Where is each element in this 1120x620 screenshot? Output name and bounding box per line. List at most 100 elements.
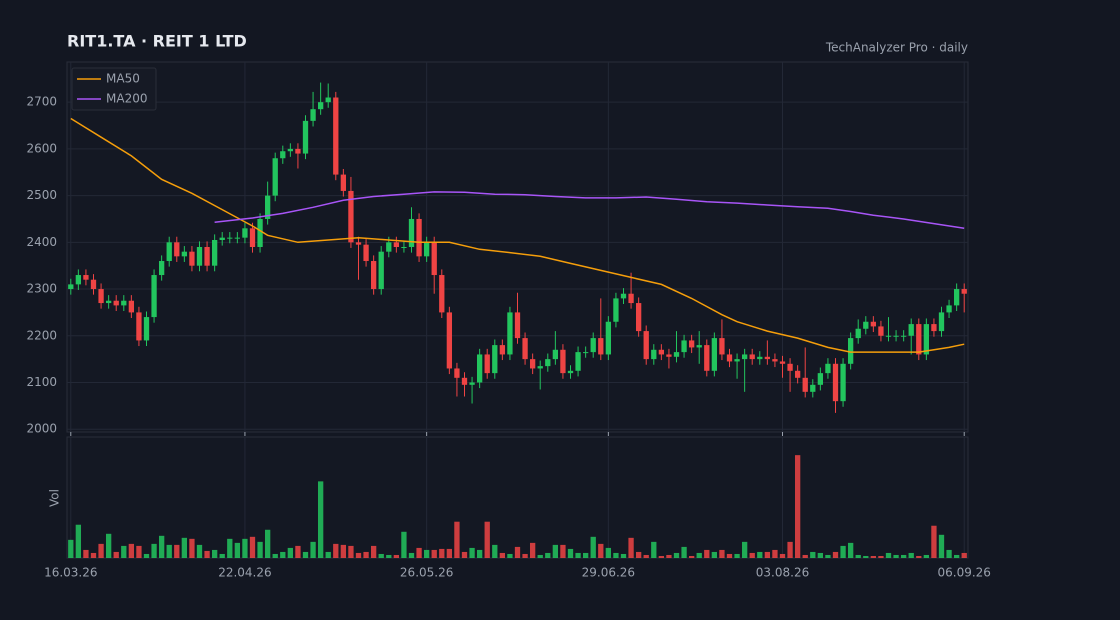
candle-body: [143, 317, 150, 341]
candle-body: [189, 251, 195, 266]
candle-body: [741, 354, 748, 360]
candle-body: [90, 279, 97, 290]
volume-bar: [635, 551, 642, 558]
volume-bar: [711, 551, 718, 558]
candle-body: [492, 345, 498, 374]
volume-bar: [810, 551, 816, 558]
y-tick-label: 2200: [26, 328, 57, 342]
volume-bar: [507, 553, 513, 558]
volume-bar: [575, 552, 581, 558]
volume-bar: [560, 544, 566, 558]
candle-body: [711, 338, 718, 371]
candle-body: [378, 251, 384, 290]
x-tick-label: 03.08.26: [756, 566, 809, 580]
x-tick-label: 06.09.26: [937, 566, 990, 580]
candle-body: [863, 321, 869, 329]
candle-body: [363, 244, 369, 262]
volume-bar: [257, 541, 263, 558]
volume-bar: [741, 541, 748, 558]
volume-bar: [779, 553, 786, 558]
candle-body: [158, 261, 165, 276]
candle-body: [174, 242, 180, 257]
volume-bar: [817, 552, 824, 558]
volume-bar: [787, 541, 793, 558]
candle-body: [317, 102, 324, 110]
volume-bar: [628, 537, 634, 558]
volume-bar: [900, 554, 907, 558]
candle-body: [847, 338, 854, 364]
volume-bar: [416, 547, 422, 558]
candle-body: [302, 120, 309, 154]
volume-bar: [719, 549, 725, 558]
volume-panel: [66, 436, 969, 559]
volume-bar: [446, 548, 453, 558]
volume-bar: [757, 551, 763, 558]
x-tick-label: 29.06.26: [582, 566, 635, 580]
candle-body: [916, 324, 922, 355]
candle-body: [83, 275, 89, 280]
ma-line: [70, 117, 965, 353]
volume-bar: [893, 554, 899, 558]
candle-body: [802, 377, 808, 392]
volume-bar: [439, 548, 445, 558]
candle-body: [749, 354, 755, 360]
candle-body: [272, 158, 278, 196]
candle-body: [908, 324, 914, 336]
volume-bar: [749, 552, 755, 558]
volume-bar: [953, 554, 960, 558]
volume-bar: [234, 542, 241, 558]
volume-bar: [68, 539, 74, 558]
candle-body: [582, 352, 589, 354]
volume-bar: [211, 549, 218, 558]
candle-body: [900, 335, 907, 337]
volume-bar: [878, 555, 884, 558]
volume-label: Vol: [48, 489, 62, 507]
volume-bar: [923, 554, 930, 558]
candle-body: [832, 363, 839, 402]
volume-bar: [287, 547, 294, 558]
volume-bar: [113, 551, 119, 558]
volume-bar: [582, 552, 589, 558]
candle-body: [355, 242, 362, 245]
volume-bar: [529, 542, 536, 558]
volume-bar: [666, 554, 672, 558]
candle-body: [484, 354, 490, 374]
candle-body: [953, 289, 960, 306]
candle-body: [590, 338, 596, 353]
candle-body: [431, 242, 437, 276]
candle-body: [325, 97, 331, 103]
volume-bar: [499, 552, 506, 558]
candle-body: [128, 300, 135, 313]
volume-bar: [726, 553, 733, 558]
volume-bar: [386, 554, 392, 558]
volume-bar: [764, 551, 771, 558]
candle-body: [529, 359, 536, 369]
volume-bar: [552, 544, 559, 558]
candle-body: [287, 148, 294, 152]
volume-bar: [189, 538, 195, 558]
volume-bar: [302, 551, 309, 558]
candle-body: [794, 370, 801, 378]
candle-body: [416, 218, 422, 257]
volume-bar: [658, 555, 665, 558]
volume-bar: [181, 537, 188, 558]
candle-body: [454, 368, 460, 378]
candle-body: [151, 275, 157, 318]
volume-bar: [310, 541, 316, 558]
volume-bar: [280, 551, 286, 558]
volume-bar: [249, 536, 256, 558]
volume-bar: [885, 552, 892, 558]
volume-bar: [272, 553, 278, 558]
volume-bar: [734, 553, 740, 558]
candle-body: [688, 340, 695, 348]
candle-body: [567, 370, 574, 374]
candle-body: [575, 352, 581, 371]
volume-bar: [325, 551, 331, 558]
volume-bar: [83, 549, 89, 558]
volume-bar: [393, 554, 400, 558]
volume-bar: [567, 548, 574, 558]
candle-body: [946, 305, 952, 313]
candle-body: [219, 237, 225, 240]
candle-body: [340, 174, 347, 191]
